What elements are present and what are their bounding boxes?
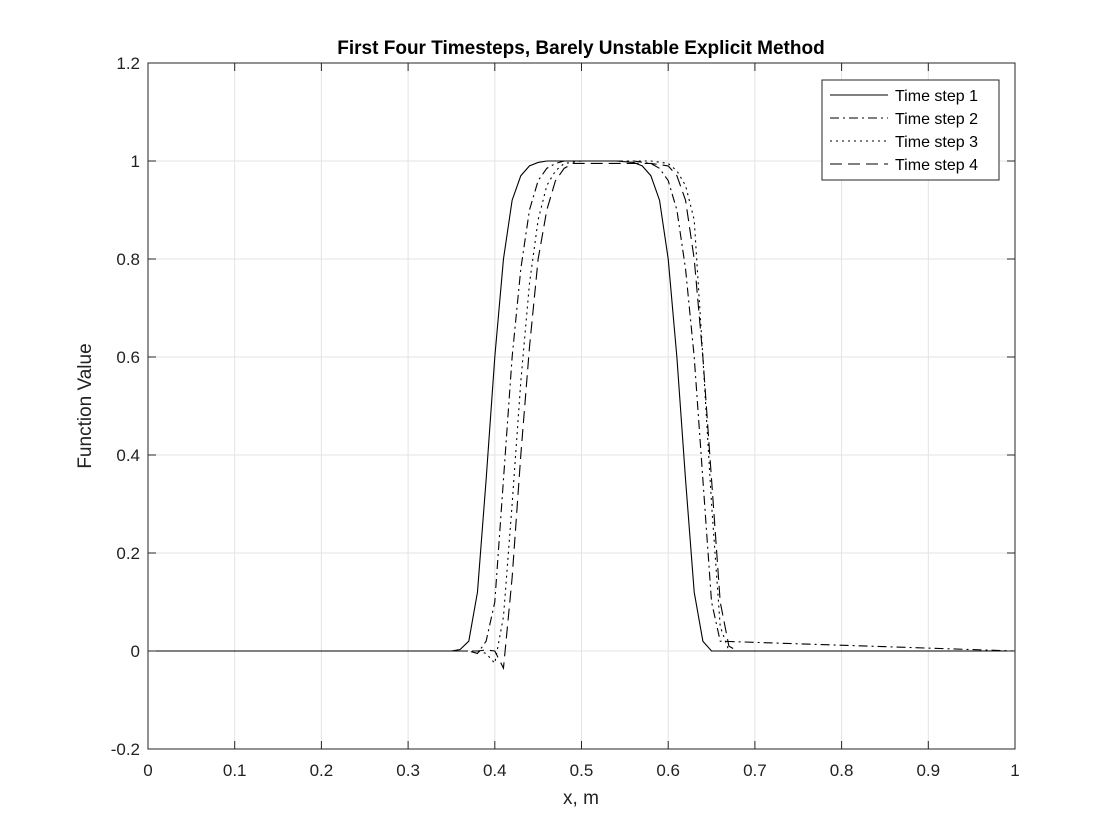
legend-label-4: Time step 4 [895,157,978,174]
legend-label-1: Time step 1 [895,88,978,105]
series-line-4 [148,162,1015,671]
x-tick-label: 0.3 [396,761,420,780]
x-tick-label: 0.8 [830,761,854,780]
axis-ticks [147,62,1016,750]
y-axis-label: Function Value [75,343,96,468]
legend-label-2: Time step 2 [895,111,978,128]
series-line-1 [148,160,1015,652]
legend-label-3: Time step 3 [895,134,978,151]
y-tick-label: 0 [131,642,140,661]
y-tick-label: 0.4 [116,446,140,465]
y-tick-label: 0.6 [116,348,140,367]
y-tick-label: -0.2 [111,740,140,759]
y-tick-label: 1 [131,152,140,171]
x-tick-label: 0 [143,761,152,780]
y-tick-label: 0.2 [116,544,140,563]
series-line-2 [148,160,1016,655]
x-tick-label: 0.5 [570,761,594,780]
x-tick-label: 0.4 [483,761,507,780]
legend-box [821,79,1000,181]
y-tick-label: 0.8 [116,250,140,269]
x-tick-label: 0.9 [916,761,940,780]
x-tick-label: 0.7 [743,761,767,780]
x-tick-labels: 0 0.1 0.2 0.3 0.4 0.5 0.6 0.7 0.8 0.9 1 [143,761,1019,780]
y-tick-label: 1.2 [116,54,140,73]
legend: Time step 1 Time step 2 Time step 3 Time st… [821,79,1000,181]
series-group [148,160,1016,671]
x-tick-label: 0.6 [656,761,680,780]
y-tick-labels: -0.2 0 0.2 0.4 0.6 0.8 1 1.2 [111,54,140,759]
x-tick-label: 0.1 [223,761,247,780]
x-axis-label: x, m [563,788,599,809]
x-tick-label: 1 [1010,761,1019,780]
chart-title: First Four Timesteps, Barely Unstable Ex… [337,38,824,59]
x-tick-label: 0.2 [310,761,334,780]
